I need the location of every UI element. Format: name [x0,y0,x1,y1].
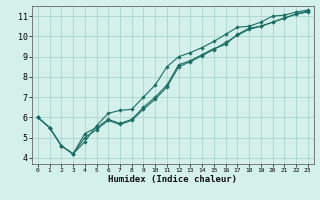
X-axis label: Humidex (Indice chaleur): Humidex (Indice chaleur) [108,175,237,184]
